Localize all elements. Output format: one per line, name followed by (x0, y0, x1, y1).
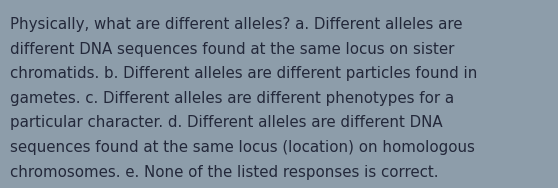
Text: sequences found at the same locus (location) on homologous: sequences found at the same locus (locat… (10, 140, 475, 155)
Text: particular character. d. Different alleles are different DNA: particular character. d. Different allel… (10, 115, 442, 130)
Text: chromosomes. e. None of the listed responses is correct.: chromosomes. e. None of the listed respo… (10, 165, 439, 180)
Text: Physically, what are different alleles? a. Different alleles are: Physically, what are different alleles? … (10, 17, 463, 32)
Text: chromatids. b. Different alleles are different particles found in: chromatids. b. Different alleles are dif… (10, 66, 478, 81)
Text: gametes. c. Different alleles are different phenotypes for a: gametes. c. Different alleles are differ… (10, 91, 454, 106)
Text: different DNA sequences found at the same locus on sister: different DNA sequences found at the sam… (10, 42, 454, 57)
